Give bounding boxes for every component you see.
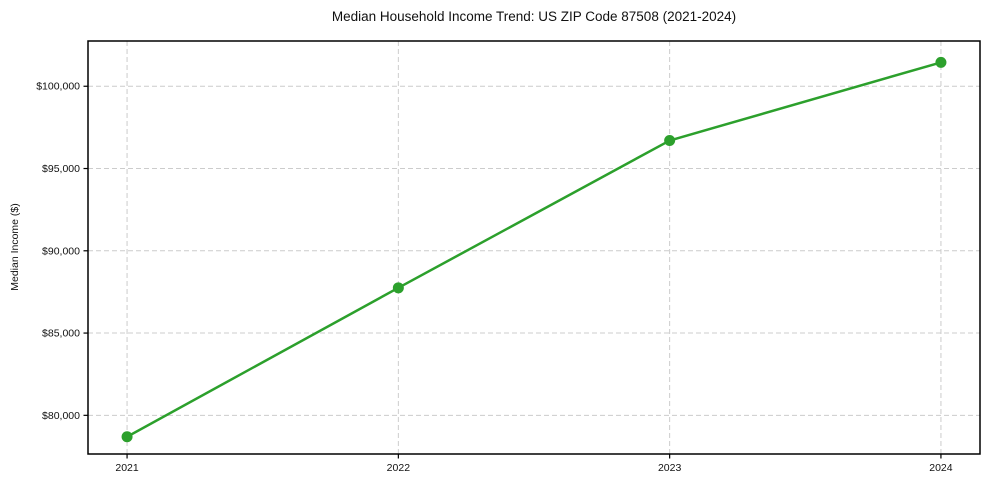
y-tick-label: $95,000 (42, 163, 80, 175)
x-tick-label: 2023 (658, 462, 682, 474)
plot-border (87, 40, 981, 455)
plot-area (88, 41, 980, 454)
x-tick-label: 2024 (929, 462, 953, 474)
data-point (664, 135, 676, 147)
data-line (125, 61, 943, 438)
x-tick-label: 2021 (115, 462, 139, 474)
y-tick-label: $90,000 (42, 245, 80, 257)
y-tick-label: $85,000 (42, 328, 80, 340)
y-tick-label: $100,000 (36, 81, 80, 93)
data-point (121, 431, 133, 443)
y-tick-label: $80,000 (42, 410, 80, 422)
x-tick-label: 2022 (387, 462, 411, 474)
data-point (935, 56, 947, 68)
chart-title: Median Household Income Trend: US ZIP Co… (331, 9, 737, 24)
data-point (392, 282, 404, 294)
